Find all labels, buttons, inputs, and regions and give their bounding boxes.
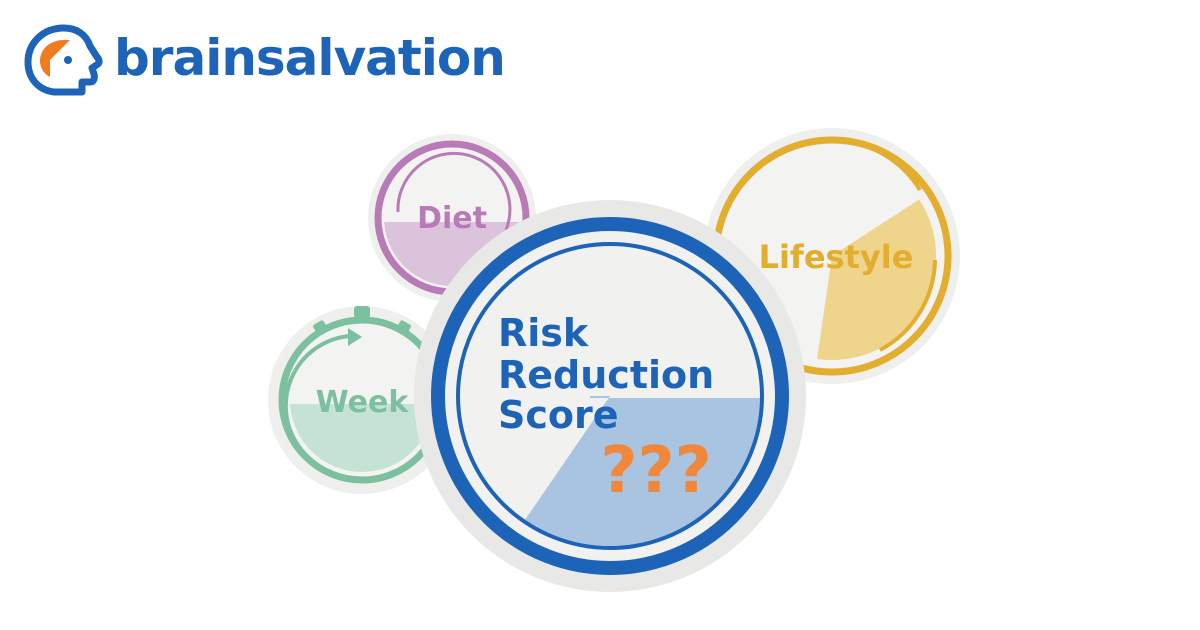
score-value: ??? bbox=[600, 434, 711, 508]
diet-label: Diet bbox=[417, 201, 487, 236]
brand-name-text: brainsalvation bbox=[114, 29, 506, 87]
head-profile-icon bbox=[24, 24, 103, 96]
score-label-line1: Risk bbox=[498, 311, 589, 355]
lifestyle-label: Lifestyle bbox=[759, 238, 914, 276]
brand-name: brainsalvation bbox=[114, 26, 506, 90]
brand-logo[interactable]: brainsalvation bbox=[24, 24, 564, 100]
week-circle: Week bbox=[268, 306, 456, 494]
score-circle: Risk Reduction Score ??? bbox=[414, 200, 806, 592]
score-label-line3: Score bbox=[498, 393, 619, 437]
score-label-line2: Reduction bbox=[498, 353, 714, 397]
week-label: Week bbox=[316, 385, 410, 420]
